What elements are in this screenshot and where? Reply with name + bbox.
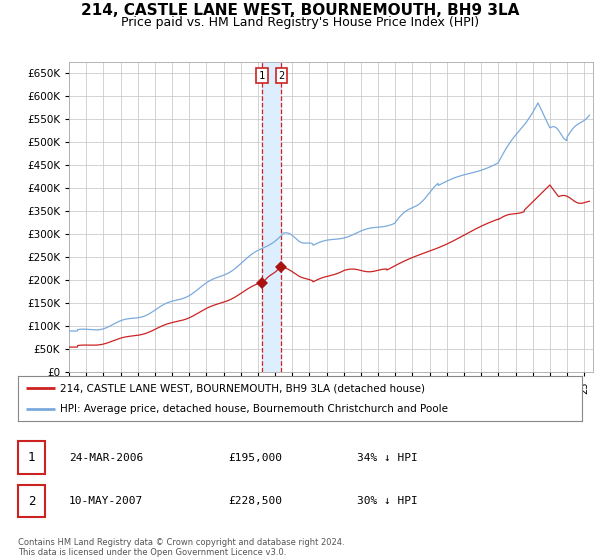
- Text: 2: 2: [28, 494, 35, 508]
- Text: 2: 2: [278, 71, 284, 81]
- Text: HPI: Average price, detached house, Bournemouth Christchurch and Poole: HPI: Average price, detached house, Bour…: [60, 404, 448, 414]
- Text: 214, CASTLE LANE WEST, BOURNEMOUTH, BH9 3LA: 214, CASTLE LANE WEST, BOURNEMOUTH, BH9 …: [81, 3, 519, 18]
- Text: 1: 1: [259, 71, 265, 81]
- Text: 10-MAY-2007: 10-MAY-2007: [69, 496, 143, 506]
- Text: £228,500: £228,500: [228, 496, 282, 506]
- Text: Contains HM Land Registry data © Crown copyright and database right 2024.
This d: Contains HM Land Registry data © Crown c…: [18, 538, 344, 557]
- Text: 24-MAR-2006: 24-MAR-2006: [69, 452, 143, 463]
- Text: 214, CASTLE LANE WEST, BOURNEMOUTH, BH9 3LA (detached house): 214, CASTLE LANE WEST, BOURNEMOUTH, BH9 …: [60, 384, 425, 394]
- Bar: [262, 62, 281, 372]
- Text: 1: 1: [28, 451, 35, 464]
- Text: Price paid vs. HM Land Registry's House Price Index (HPI): Price paid vs. HM Land Registry's House …: [121, 16, 479, 29]
- Text: 34% ↓ HPI: 34% ↓ HPI: [357, 452, 418, 463]
- Text: £195,000: £195,000: [228, 452, 282, 463]
- Text: 30% ↓ HPI: 30% ↓ HPI: [357, 496, 418, 506]
